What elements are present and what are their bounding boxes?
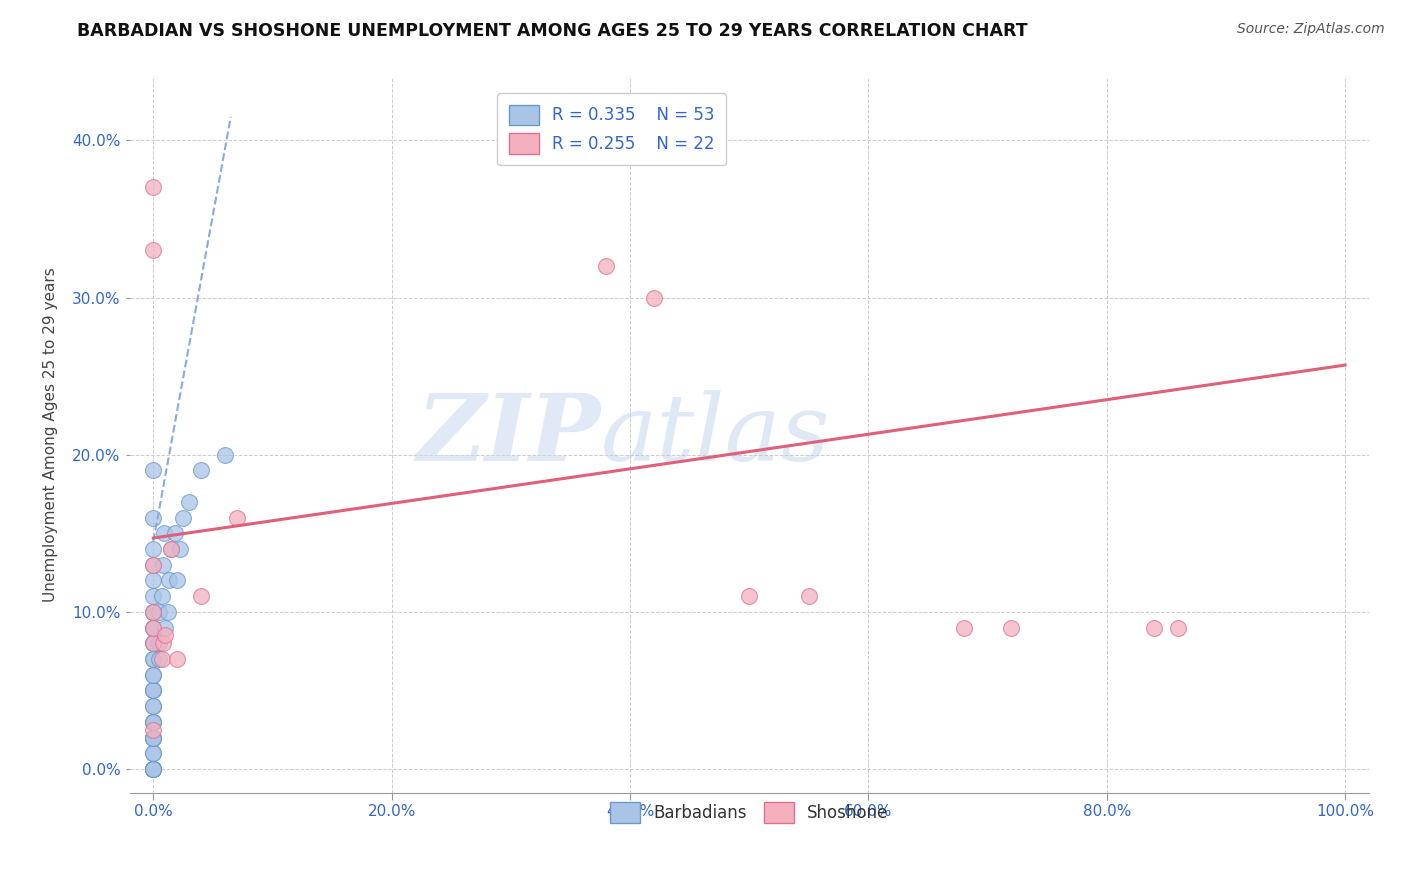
Point [169, 541, 191, 556]
Point [1000, 621, 1022, 635]
Point [142, 652, 165, 666]
Legend: Barbadians, Shoshone: Barbadians, Shoshone [599, 790, 900, 834]
Point [142, 762, 165, 776]
Point [142, 636, 165, 650]
Point [225, 510, 247, 524]
Point [163, 526, 186, 541]
Point [142, 762, 165, 776]
Point [142, 636, 165, 650]
Point [142, 683, 165, 698]
Point [142, 510, 165, 524]
Point [166, 574, 188, 588]
Point [142, 652, 165, 666]
Point [142, 762, 165, 776]
Point [142, 621, 165, 635]
Point [1143, 621, 1166, 635]
Point [166, 652, 188, 666]
Point [142, 762, 165, 776]
Point [142, 731, 165, 745]
Point [214, 448, 236, 462]
Point [160, 541, 183, 556]
Point [952, 621, 974, 635]
Point [172, 510, 194, 524]
Point [142, 574, 165, 588]
Point [797, 589, 820, 603]
Point [142, 723, 165, 737]
Text: ZIP: ZIP [416, 390, 600, 480]
Point [152, 636, 174, 650]
Point [142, 731, 165, 745]
Point [148, 652, 170, 666]
Text: Source: ZipAtlas.com: Source: ZipAtlas.com [1237, 22, 1385, 37]
Point [142, 667, 165, 681]
Point [152, 558, 174, 572]
Point [643, 291, 665, 305]
Point [142, 558, 165, 572]
Point [160, 541, 183, 556]
Point [150, 589, 173, 603]
Point [142, 605, 165, 619]
Point [150, 652, 173, 666]
Point [142, 714, 165, 729]
Point [142, 683, 165, 698]
Point [142, 731, 165, 745]
Point [142, 621, 165, 635]
Point [156, 605, 179, 619]
Point [142, 683, 165, 698]
Point [155, 621, 177, 635]
Point [142, 747, 165, 761]
Point [153, 526, 176, 541]
Point [142, 541, 165, 556]
Point [142, 621, 165, 635]
Point [179, 495, 201, 509]
Point [142, 636, 165, 650]
Point [142, 558, 165, 572]
Point [142, 463, 165, 477]
Point [142, 762, 165, 776]
Point [142, 244, 165, 258]
Point [595, 259, 617, 273]
Point [142, 589, 165, 603]
Text: BARBADIAN VS SHOSHONE UNEMPLOYMENT AMONG AGES 25 TO 29 YEARS CORRELATION CHART: BARBADIAN VS SHOSHONE UNEMPLOYMENT AMONG… [77, 22, 1028, 40]
Y-axis label: Unemployment Among Ages 25 to 29 years: Unemployment Among Ages 25 to 29 years [44, 268, 58, 602]
Point [157, 574, 180, 588]
Point [142, 667, 165, 681]
Point [142, 605, 165, 619]
Point [142, 731, 165, 745]
Point [190, 589, 212, 603]
Point [142, 180, 165, 194]
Point [142, 747, 165, 761]
Point [142, 714, 165, 729]
Point [142, 762, 165, 776]
Point [155, 628, 177, 642]
Point [142, 699, 165, 714]
Text: atlas: atlas [600, 390, 830, 480]
Point [142, 605, 165, 619]
Point [1167, 621, 1189, 635]
Point [142, 714, 165, 729]
Point [142, 699, 165, 714]
Point [738, 589, 761, 603]
Point [190, 463, 212, 477]
Point [148, 636, 170, 650]
Point [148, 605, 170, 619]
